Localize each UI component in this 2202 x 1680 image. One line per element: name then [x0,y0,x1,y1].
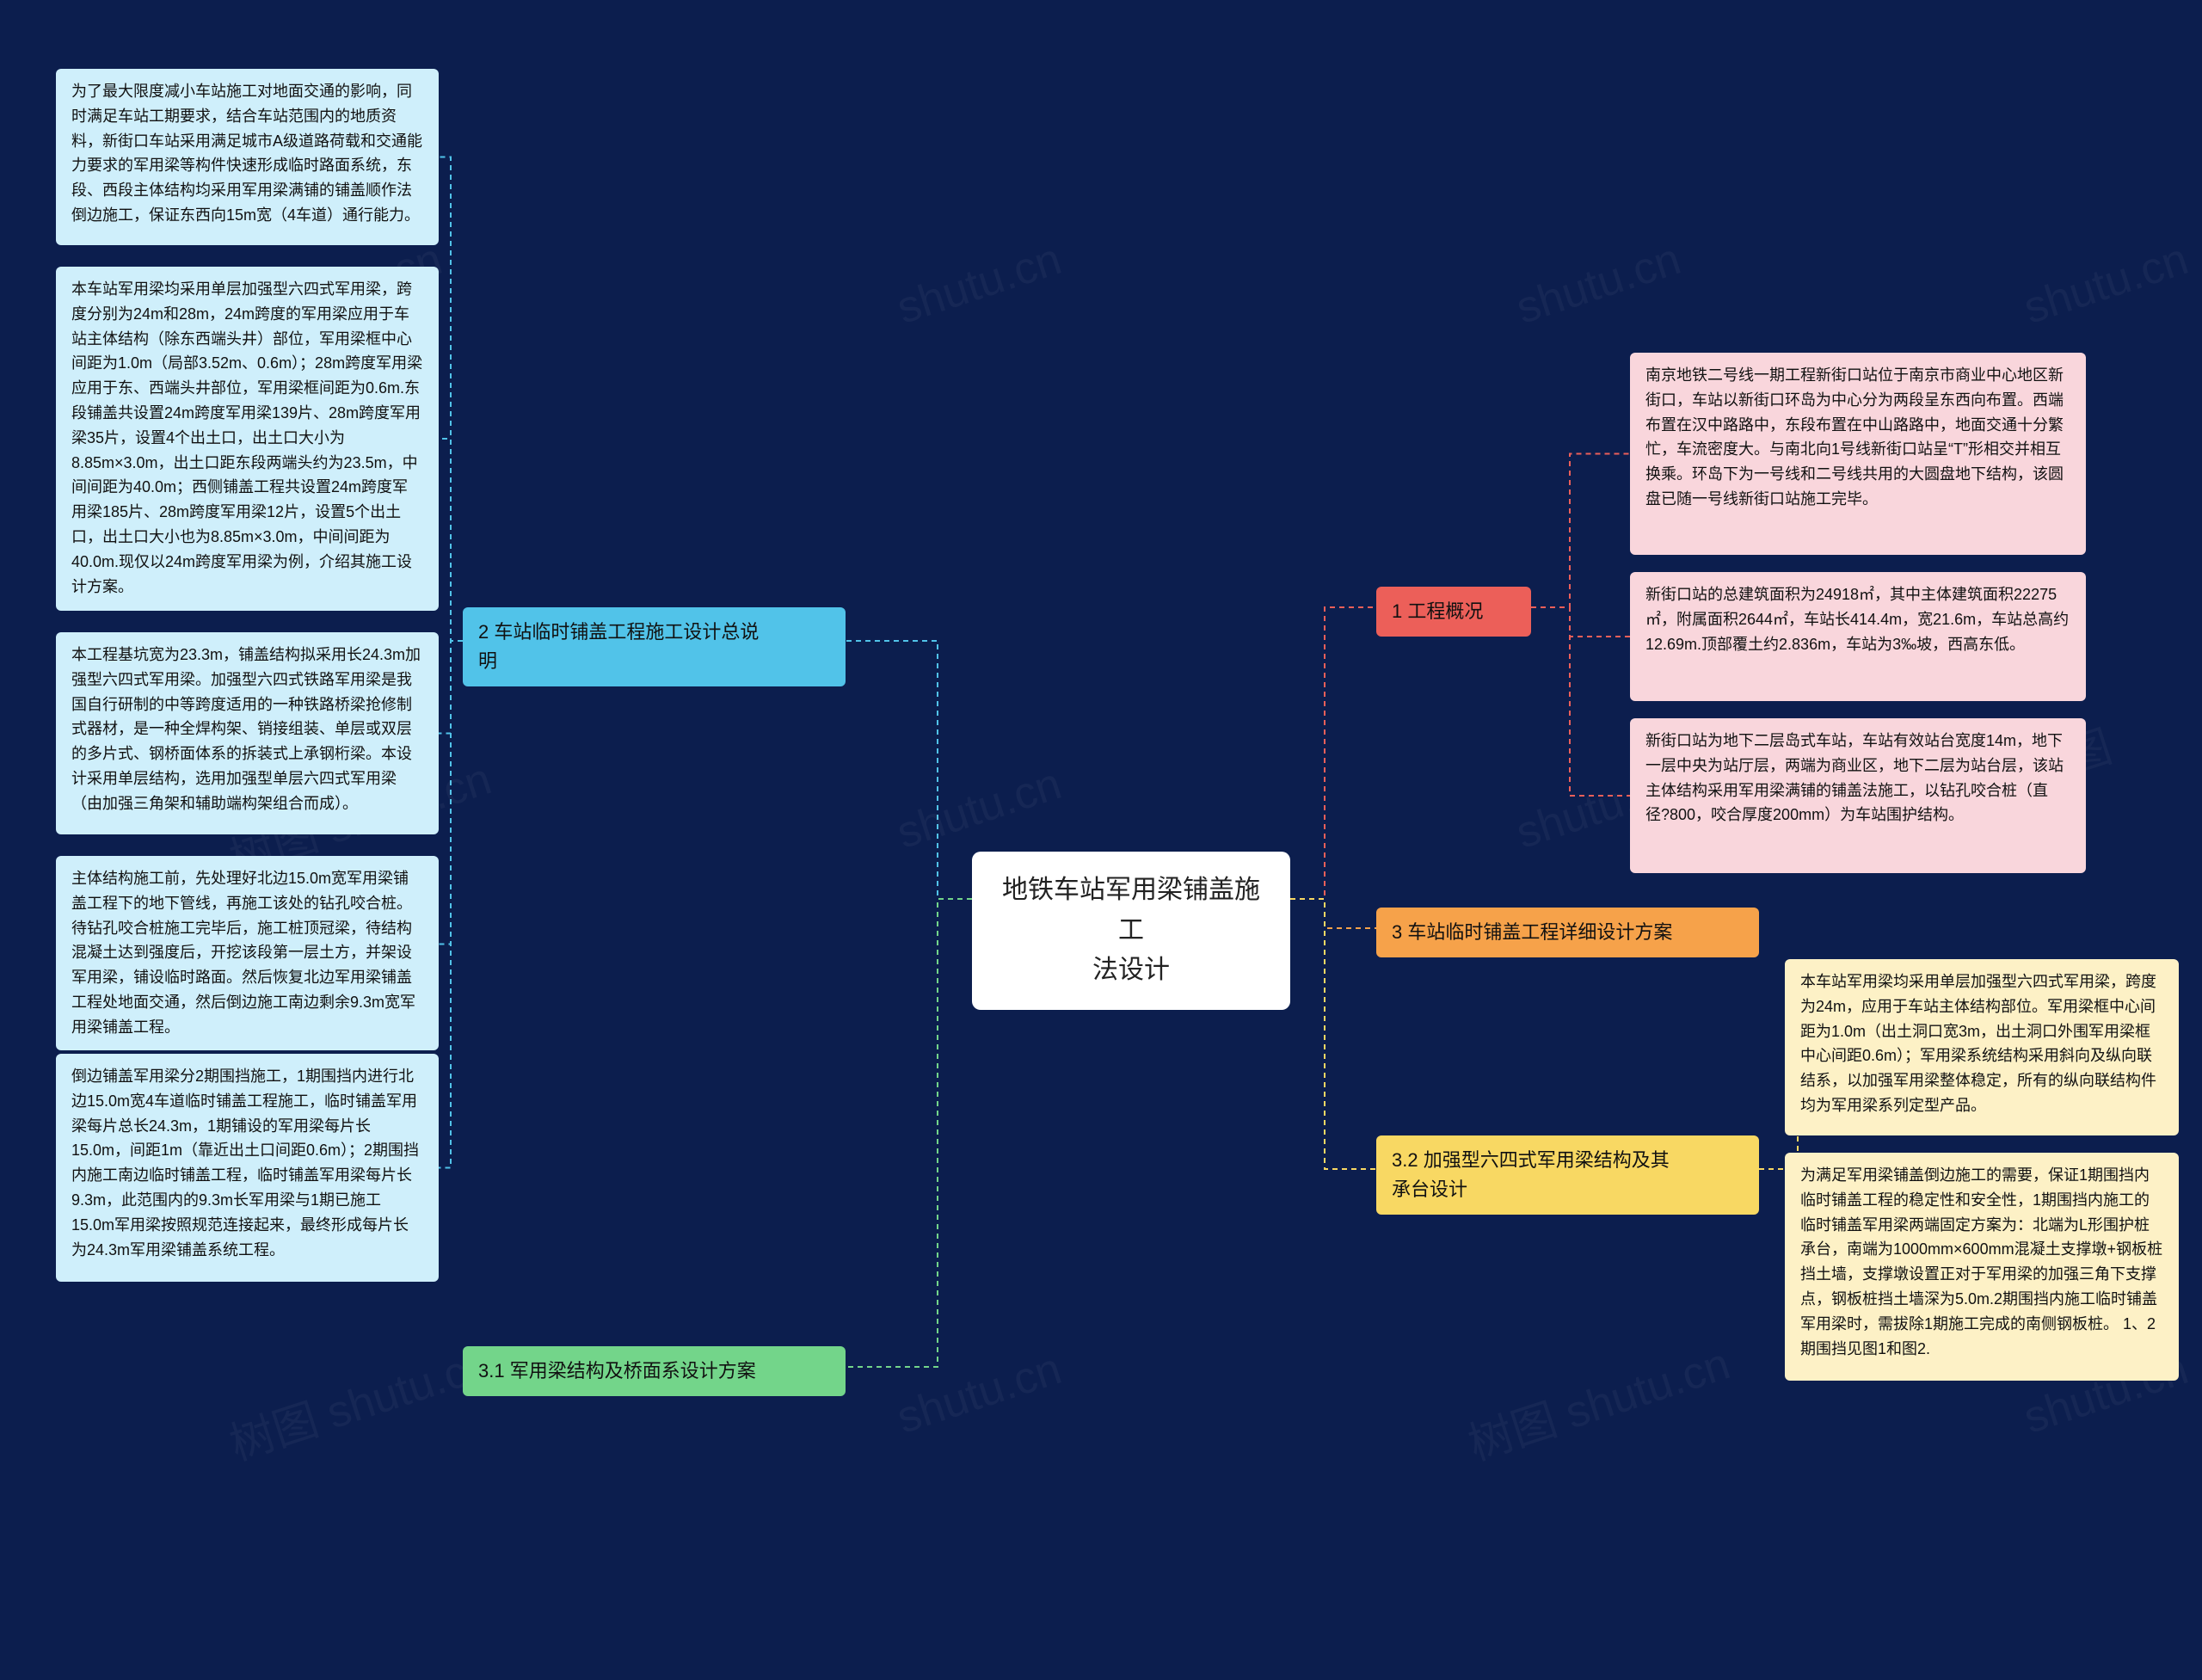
watermark: 树图 shutu.cn [220,1327,498,1473]
branch-b3: 3 车站临时铺盖工程详细设计方案 [1376,908,1759,957]
leaf-node: 本工程基坑宽为23.3m，铺盖结构拟采用长24.3m加强型六四式军用梁。加强型六… [56,632,439,834]
branch-b31: 3.1 军用梁结构及桥面系设计方案 [463,1346,846,1396]
watermark: shutu.cn [891,1343,1067,1444]
watermark: 树图 shutu.cn [1459,1327,1737,1473]
watermark: shutu.cn [891,233,1067,335]
branch-b1: 1 工程概况 [1376,587,1531,637]
branch-b32: 3.2 加强型六四式军用梁结构及其 承台设计 [1376,1135,1759,1215]
leaf-node: 为满足军用梁铺盖倒边施工的需要，保证1期围挡内临时铺盖工程的稳定性和安全性，1期… [1785,1153,2179,1381]
leaf-node: 为了最大限度减小车站施工对地面交通的影响，同时满足车站工期要求，结合车站范围内的… [56,69,439,245]
leaf-node: 新街口站的总建筑面积为24918㎡，其中主体建筑面积22275㎡，附属面积264… [1630,572,2086,701]
branch-b2: 2 车站临时铺盖工程施工设计总说 明 [463,607,846,686]
watermark: shutu.cn [2018,233,2194,335]
leaf-node: 本车站军用梁均采用单层加强型六四式军用梁，跨度为24m，应用于车站主体结构部位。… [1785,959,2179,1135]
watermark: shutu.cn [1510,233,1687,335]
watermark: shutu.cn [891,758,1067,859]
root-node: 地铁车站军用梁铺盖施工 法设计 [972,852,1290,1010]
leaf-node: 主体结构施工前，先处理好北边15.0m宽军用梁铺盖工程下的地下管线，再施工该处的… [56,856,439,1050]
leaf-node: 倒边铺盖军用梁分2期围挡施工，1期围挡内进行北边15.0m宽4车道临时铺盖工程施… [56,1054,439,1282]
leaf-node: 南京地铁二号线一期工程新街口站位于南京市商业中心地区新街口，车站以新街口环岛为中… [1630,353,2086,555]
leaf-node: 本车站军用梁均采用单层加强型六四式军用梁，跨度分别为24m和28m，24m跨度的… [56,267,439,611]
leaf-node: 新街口站为地下二层岛式车站，车站有效站台宽度14m，地下一层中央为站厅层，两端为… [1630,718,2086,873]
